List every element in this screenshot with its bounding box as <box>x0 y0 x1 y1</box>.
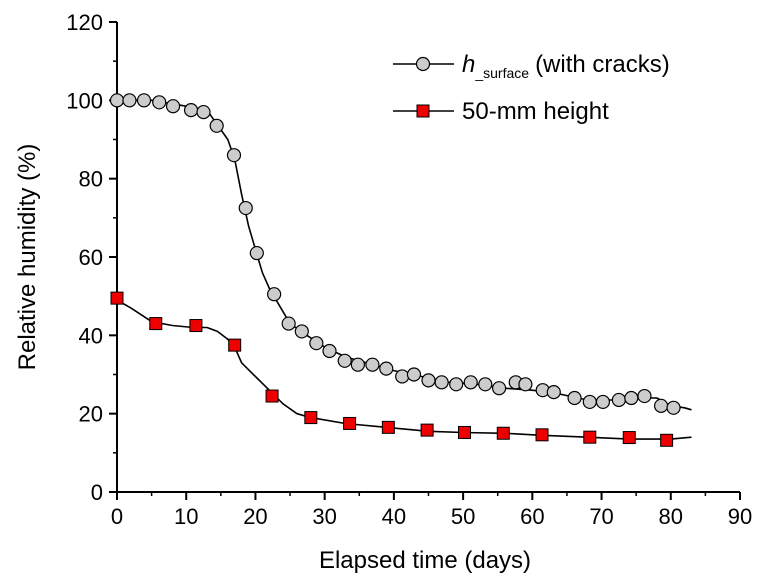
data-point <box>583 430 597 444</box>
legend-label-surface-sub: _surface <box>474 65 529 81</box>
data-point <box>196 104 211 120</box>
y-tick-label: 60 <box>79 245 103 270</box>
data-point <box>337 353 352 368</box>
data-point <box>666 400 681 415</box>
x-ticks: 0 10 20 30 40 50 60 70 80 90 <box>111 492 752 529</box>
legend-label-surface-rest: (with cracks) <box>535 51 670 78</box>
legend-item-50mm: 50-mm height <box>393 98 609 125</box>
data-point <box>343 416 357 430</box>
data-point <box>611 392 626 408</box>
data-point <box>209 118 224 133</box>
data-point <box>152 95 167 110</box>
legend-label-50mm: 50-mm height <box>462 98 609 125</box>
data-point <box>622 431 636 445</box>
data-point <box>660 433 674 447</box>
series-line <box>117 99 692 411</box>
x-tick-label: 70 <box>589 504 613 529</box>
legend-marker-circle-icon <box>415 56 431 72</box>
plot-area: 0 10 20 30 40 50 60 70 80 90 0 20 40 60 80 100 120 <box>66 10 752 529</box>
data-point <box>183 103 199 118</box>
x-tick-label: 0 <box>111 504 123 529</box>
data-point <box>350 357 365 372</box>
legend: h_surface (with cracks) 50-mm height <box>393 51 670 125</box>
y-tick-label: 80 <box>79 167 103 192</box>
data-point <box>478 377 493 392</box>
data-point <box>228 338 242 352</box>
data-point <box>567 390 582 406</box>
data-point <box>381 420 395 434</box>
data-point <box>420 423 434 437</box>
data-point <box>322 343 337 359</box>
data-point <box>122 93 137 108</box>
x-tick-label: 10 <box>174 504 198 529</box>
data-point <box>249 245 264 261</box>
data-point <box>149 317 163 331</box>
x-tick-label: 20 <box>243 504 267 529</box>
x-axis-title: Elapsed time (days) <box>319 547 531 574</box>
x-tick-label: 30 <box>312 504 336 529</box>
data-point <box>518 377 533 392</box>
data-point <box>189 319 203 333</box>
y-tick-label: 20 <box>79 402 103 427</box>
data-point <box>226 148 242 163</box>
data-point <box>379 361 394 376</box>
series-layer <box>109 93 692 447</box>
x-tick-label: 50 <box>451 504 475 529</box>
data-point <box>395 369 410 384</box>
data-point <box>449 377 464 392</box>
data-point <box>624 390 639 406</box>
legend-item-surface: h_surface (with cracks) <box>393 51 670 81</box>
y-tick-label: 40 <box>79 323 103 348</box>
data-point <box>309 336 324 351</box>
data-point <box>434 375 449 390</box>
series-1 <box>110 291 692 447</box>
data-point <box>582 394 597 410</box>
y-axis-title: Relative humidity (%) <box>14 144 41 371</box>
data-point <box>496 426 510 440</box>
data-point <box>406 367 422 382</box>
data-point <box>421 373 436 388</box>
data-point <box>535 428 549 442</box>
y-tick-label: 100 <box>66 88 103 113</box>
x-tick-label: 60 <box>520 504 544 529</box>
y-ticks: 0 20 40 60 80 100 120 <box>66 10 117 505</box>
data-point <box>267 287 282 302</box>
data-point <box>136 93 152 108</box>
data-point <box>546 385 561 400</box>
x-tick-label: 80 <box>659 504 683 529</box>
data-point <box>595 394 611 410</box>
data-point <box>365 357 380 372</box>
data-point <box>637 388 652 404</box>
y-tick-label: 120 <box>66 10 103 35</box>
data-point <box>165 99 181 114</box>
data-point <box>281 316 296 331</box>
data-point <box>653 398 669 413</box>
x-tick-label: 40 <box>382 504 406 529</box>
series-0 <box>109 93 692 415</box>
x-tick-label: 90 <box>728 504 752 529</box>
legend-label-surface: h_surface (with cracks) <box>462 51 670 81</box>
legend-label-surface-main: h <box>462 51 475 78</box>
data-point <box>109 93 125 108</box>
y-tick-label: 0 <box>91 480 103 505</box>
data-point <box>265 389 279 403</box>
data-point <box>457 425 471 439</box>
data-point <box>492 381 507 396</box>
data-point <box>463 375 478 390</box>
legend-marker-square-icon <box>416 104 430 118</box>
data-point <box>238 200 253 216</box>
series-line <box>116 299 692 440</box>
data-point <box>294 324 309 339</box>
data-point <box>110 291 124 305</box>
data-point <box>304 411 318 425</box>
